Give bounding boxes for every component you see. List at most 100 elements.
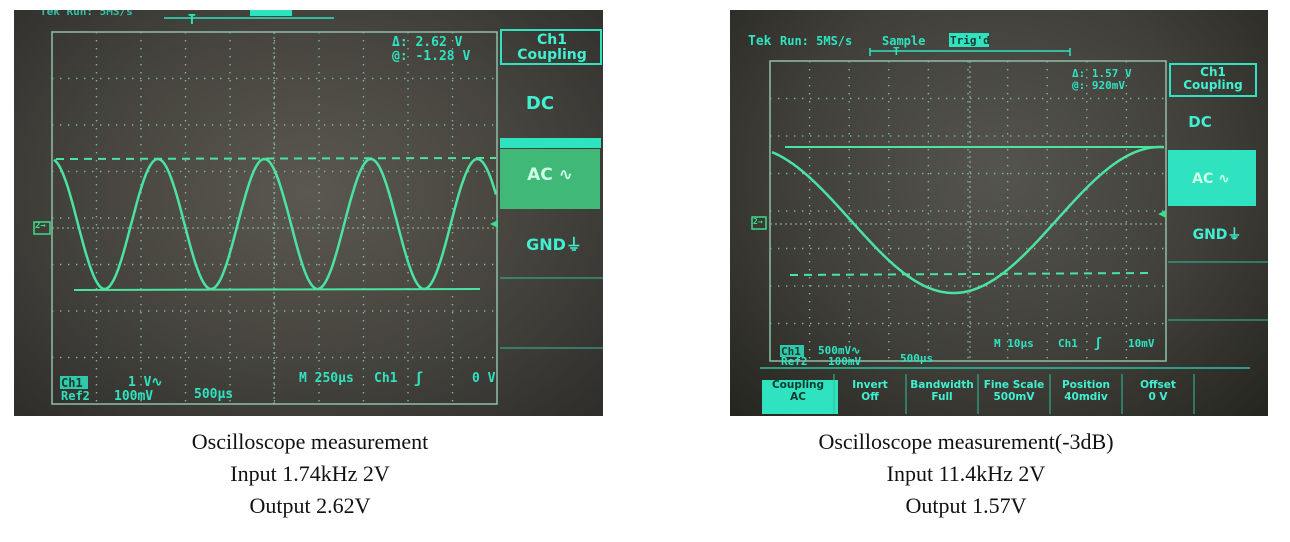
graticule-dot (362, 88, 365, 90)
menu-title-box (500, 29, 602, 65)
bottom-menu-button-4[interactable]: Position 40mdiv (1050, 379, 1122, 403)
graticule-dot (316, 263, 318, 266)
graticule-dot (407, 32, 409, 34)
graticule-dot (906, 247, 908, 250)
graticule-dot (362, 320, 365, 322)
graticule-dot (1034, 172, 1036, 175)
graticule-dot (888, 229, 890, 231)
graticule-dot (994, 210, 996, 212)
graticule-dot (188, 263, 190, 266)
graticule-dot (938, 97, 940, 100)
graticule-dot (978, 97, 980, 100)
graticule-dot (404, 263, 406, 266)
graticule-dot (308, 310, 310, 312)
graticule-dot (460, 77, 462, 80)
bottom-menu-button-2[interactable]: Bandwidth Full (906, 379, 978, 403)
graticule-dot (380, 217, 382, 219)
graticule-dot (808, 85, 811, 87)
graticule-dot (888, 101, 890, 103)
graticule-dot (818, 210, 820, 212)
graticule-dot (276, 356, 278, 359)
graticule-dot (362, 48, 365, 50)
graticule-dot (140, 124, 142, 126)
graticule-dot (451, 184, 454, 186)
graticule-dot (452, 77, 454, 80)
graticule-dot (1006, 189, 1009, 191)
graticule-dot (362, 392, 365, 394)
graticule-dot (848, 181, 850, 183)
graticule-dot (818, 322, 820, 325)
graticule-dot (324, 356, 326, 359)
graticule-dot (1086, 133, 1088, 135)
graticule-dot (412, 263, 414, 266)
graticule-dot (898, 172, 900, 175)
graticule-dot (1122, 322, 1124, 325)
graticule-dot (372, 263, 374, 266)
graticule-dot (1006, 309, 1009, 311)
graticule-dot (938, 135, 940, 137)
bottom-menu-button-5[interactable]: Offset 0 V (1122, 379, 1194, 403)
menu-option-ac[interactable]: AC ∿ (527, 165, 573, 185)
graticule-dot (229, 184, 231, 186)
menu-option-gnd[interactable]: GND⏚ (1192, 227, 1242, 243)
graticule-dot (1122, 285, 1124, 287)
bottom-menu-button-1[interactable]: Invert Off (834, 379, 906, 403)
graticule-dot (927, 325, 930, 327)
graticule-dot (188, 124, 190, 126)
graticule-dot (204, 77, 206, 80)
graticule-dot (229, 88, 231, 90)
graticule-dot (340, 124, 342, 126)
graticule-dot (484, 77, 486, 80)
menu-option-ac[interactable]: AC ∿ (1192, 171, 1230, 187)
graticule-dot (794, 322, 796, 325)
graticule-dot (148, 356, 150, 359)
menu-option-dc[interactable]: DC (525, 93, 555, 114)
bottom-menu-button-0[interactable]: Coupling AC (762, 379, 834, 403)
graticule-dot (451, 352, 454, 354)
graticule-dot (848, 205, 850, 207)
graticule-dot (340, 310, 342, 312)
graticule-dot (1086, 61, 1088, 63)
graticule-dot (156, 170, 158, 173)
menu-option-gnd[interactable]: GND⏚ (526, 235, 582, 254)
graticule-dot (451, 400, 454, 402)
graticule-dot (116, 263, 118, 266)
graticule-dot (476, 77, 478, 80)
graticule-dot (1086, 221, 1088, 223)
graticule-dot (1034, 322, 1036, 325)
graticule-dot (967, 157, 969, 159)
graticule-dot (888, 221, 890, 223)
graticule-dot (284, 263, 286, 266)
graticule-dot (260, 170, 262, 173)
graticule-dot (95, 240, 98, 242)
graticule-dot (348, 263, 350, 266)
graticule-dot (888, 85, 890, 87)
bottom-menu-button-3[interactable]: Fine Scale 500mV (978, 379, 1050, 403)
graticule-dot (396, 170, 398, 173)
graticule-dot (1018, 210, 1020, 212)
graticule-dot (770, 210, 772, 212)
graticule-dot (802, 210, 804, 212)
graticule-dot (276, 310, 278, 312)
graticule-dot (1154, 210, 1156, 212)
graticule-dot (1086, 269, 1088, 271)
graticule-dot (946, 97, 948, 100)
menu-option-dc[interactable]: DC (1188, 113, 1212, 131)
graticule-dot (848, 197, 850, 199)
graticule-dot (1046, 237, 1048, 239)
graticule-dot (451, 224, 454, 226)
graticule-dot (164, 124, 166, 126)
graticule-dot (1058, 285, 1060, 287)
graticule-dot (927, 221, 930, 223)
graticule-dot (1106, 285, 1108, 287)
graticule-dot (1046, 69, 1048, 71)
graticule-dot (268, 77, 270, 80)
bottom-menu-highlight (762, 380, 838, 414)
graticule-dot (818, 97, 820, 100)
graticule-dot (184, 144, 187, 146)
graticule-dot (273, 336, 276, 338)
graticule-dot (116, 217, 118, 219)
graticule-dot (888, 165, 890, 167)
graticule-dot (318, 400, 320, 402)
graticule-dot (848, 93, 850, 95)
